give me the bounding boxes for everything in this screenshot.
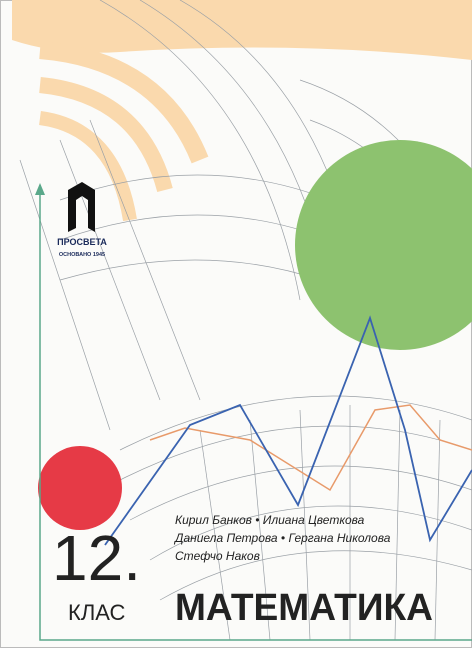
red-circle — [38, 446, 122, 530]
blue-line — [104, 315, 472, 546]
publisher-name: ПРОСВЕТА — [57, 237, 107, 247]
axis-lines — [39, 185, 472, 641]
grade-label: КЛАС — [68, 600, 125, 625]
book-title: МАТЕМАТИКА — [175, 587, 433, 629]
orange-line — [149, 404, 472, 492]
author-line: Кирил Банков • Илиана Цветкова — [175, 513, 365, 527]
peach-arcs — [38, 41, 209, 222]
publisher-founded: ОСНОВАНО 1945 — [59, 252, 105, 258]
publisher-logo — [68, 182, 95, 232]
green-circle — [295, 140, 472, 350]
author-line: Даниела Петрова • Гергана Николова — [173, 531, 391, 545]
axis-arrow — [35, 183, 45, 195]
author-line: Стефчо Наков — [175, 549, 260, 563]
peach-band — [12, 0, 472, 60]
grade-number: 12. — [52, 522, 141, 594]
